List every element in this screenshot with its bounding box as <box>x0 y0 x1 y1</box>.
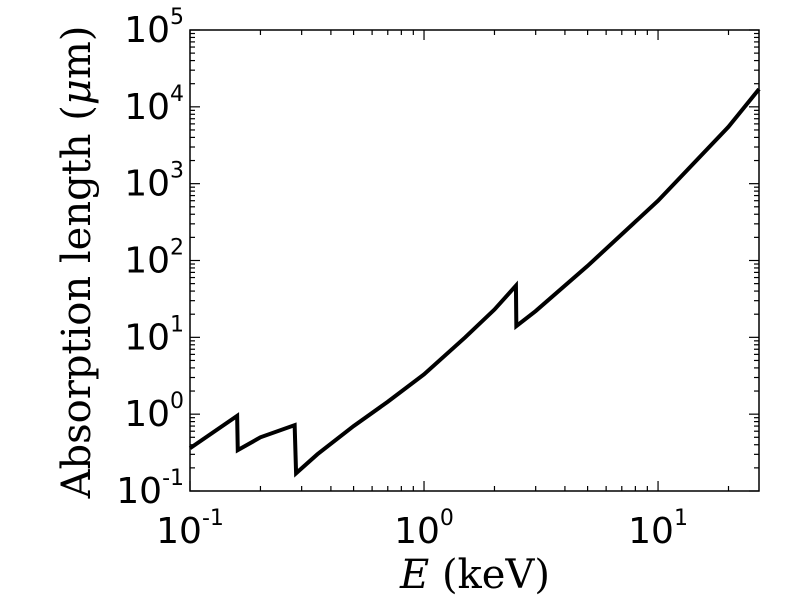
x-tick-label: 101 <box>628 506 688 552</box>
plot-area <box>190 30 759 491</box>
y-tick-exponent: -1 <box>162 466 184 491</box>
x-tick-label: 100 <box>394 506 454 552</box>
x-tick-exponent: 0 <box>440 506 454 531</box>
y-tick-label: 103 <box>124 159 184 205</box>
y-tick-base: 10 <box>124 87 170 128</box>
plot-frame <box>189 29 760 492</box>
x-tick-exponent: -1 <box>202 506 224 531</box>
y-tick-label: 102 <box>124 236 184 282</box>
y-tick-label: 101 <box>124 312 184 358</box>
y-tick-base: 10 <box>124 10 170 51</box>
y-tick-base: 10 <box>124 317 170 358</box>
y-tick-base: 10 <box>124 394 170 435</box>
y-tick-exponent: 2 <box>170 236 184 261</box>
x-tick-base: 10 <box>156 511 202 552</box>
y-tick-base: 10 <box>116 471 162 512</box>
y-tick-exponent: 5 <box>170 5 184 30</box>
x-tick-base: 10 <box>628 511 674 552</box>
x-tick-exponent: 1 <box>674 506 688 531</box>
y-axis-label-prefix: Absorption length ( <box>54 105 100 499</box>
x-axis-label: E (keV) <box>399 552 550 598</box>
x-axis-label-variable: E <box>399 552 429 598</box>
y-tick-label: 104 <box>124 82 184 128</box>
y-tick-label: 100 <box>124 389 184 435</box>
y-tick-exponent: 1 <box>170 312 184 337</box>
y-tick-base: 10 <box>124 241 170 282</box>
series-line <box>188 87 761 478</box>
x-axis-label-unit: (keV) <box>429 552 550 598</box>
y-axis-label-suffix: m) <box>54 26 100 80</box>
y-tick-label: 105 <box>124 5 184 51</box>
y-axis-label-mu: μ <box>54 79 100 105</box>
x-tick-base: 10 <box>394 511 440 552</box>
y-tick-exponent: 4 <box>170 82 184 107</box>
y-axis-label: Absorption length (μm) <box>54 26 100 500</box>
x-tick-label: 10-1 <box>156 506 224 552</box>
y-tick-exponent: 0 <box>170 389 184 414</box>
y-tick-base: 10 <box>124 164 170 205</box>
y-tick-exponent: 3 <box>170 159 184 184</box>
x-axis-tick-labels: 10-1 100 101 <box>156 506 688 552</box>
x-axis-ticks <box>189 30 730 491</box>
y-tick-label: 10-1 <box>116 466 184 512</box>
